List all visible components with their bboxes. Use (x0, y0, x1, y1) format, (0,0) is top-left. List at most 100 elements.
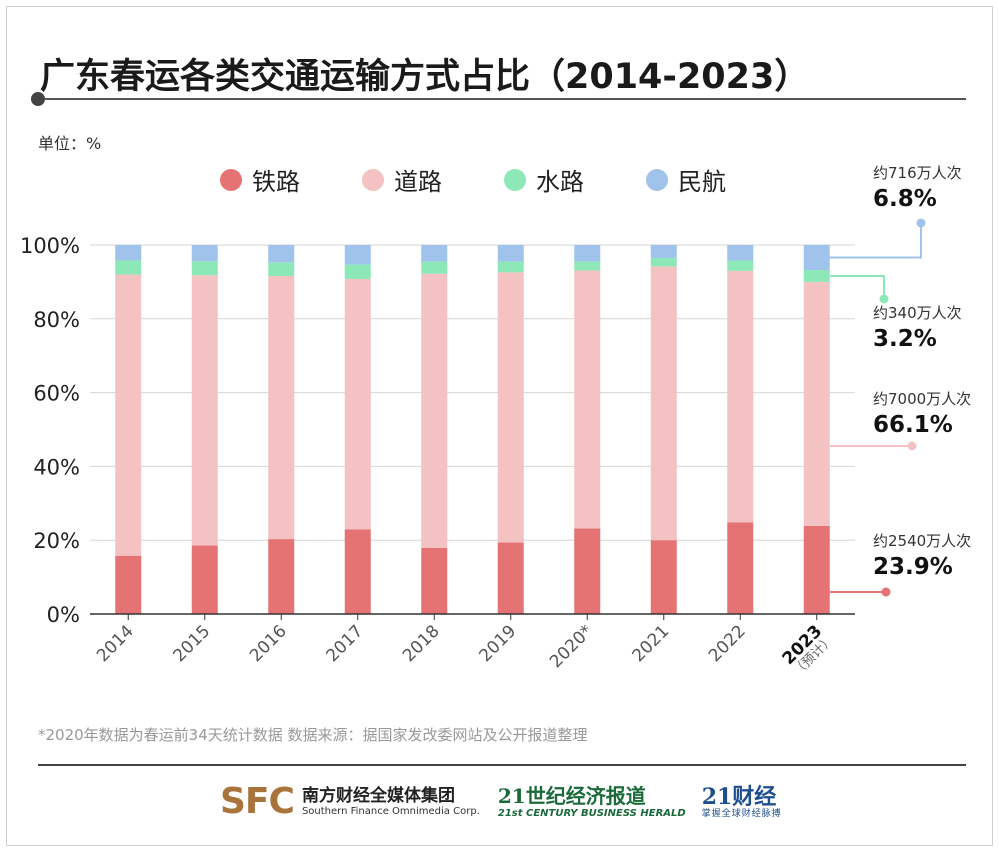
annotation-pct-rail: 23.9% (873, 554, 953, 580)
bar-segment-water (268, 262, 295, 276)
chart-title: 广东春运各类交通运输方式占比（2014-2023） (40, 57, 810, 97)
annotation-leader-air (829, 223, 922, 259)
x-tick-label: 2016 (246, 621, 291, 666)
sfc-logo-letters: SFC (220, 781, 295, 822)
annotation-dot-road (907, 441, 917, 451)
annotation-pct-road: 66.1% (873, 412, 953, 438)
bar-segment-rail (574, 528, 601, 614)
bar-segment-road (191, 275, 218, 546)
x-tick-label: 2022 (705, 621, 750, 666)
bar-segment-water (803, 270, 830, 282)
bar-segment-rail (650, 540, 677, 614)
cj-name-cn: 21财经 (701, 783, 777, 810)
bar-segment-road (803, 281, 830, 526)
bar-segment-rail (191, 545, 218, 614)
legend-swatch-air (646, 168, 668, 191)
annotation-dot-air (916, 218, 926, 228)
x-tick-label: 2014 (93, 621, 138, 666)
legend-item-rail: 铁路 (220, 162, 300, 197)
bar-segment-water (191, 261, 218, 276)
legend-label-rail: 铁路 (252, 168, 300, 196)
legend-swatch-water (504, 168, 526, 191)
y-tick-label: 80% (33, 308, 80, 332)
legend-swatch-road (362, 168, 384, 191)
herald-logo: 21世纪经济报道 21st CENTURY BUSINESS HERALD (498, 784, 686, 820)
bar-segment-road (344, 278, 371, 530)
herald-name-cn: 21世纪经济报道 (497, 784, 646, 808)
annotation-count-road: 约7000万人次 (873, 390, 971, 408)
herald-name-en: 21st CENTURY BUSINESS HERALD (497, 808, 686, 819)
x-tick-label: 2015 (170, 621, 215, 666)
bar-segment-rail (268, 539, 295, 614)
bar-segment-road (115, 274, 142, 556)
legend-label-water: 水路 (536, 168, 584, 196)
legend-item-water: 水路 (504, 162, 584, 197)
bar-segment-road (421, 273, 448, 548)
x-tick-label: 2019 (476, 621, 521, 666)
sfc-logo: SFC (220, 781, 295, 822)
bar-segment-rail (497, 542, 524, 614)
y-tick-label: 20% (33, 529, 80, 553)
bar-segment-water (497, 261, 524, 273)
y-tick-label: 100% (20, 234, 80, 258)
bar-segment-road (574, 270, 601, 529)
legend-item-road: 道路 (362, 162, 442, 197)
annotation-pct-water: 3.2% (873, 326, 937, 352)
title-rule (38, 98, 966, 100)
bar-segment-air (727, 245, 754, 261)
annotation-count-air: 约716万人次 (873, 164, 962, 182)
bar-segment-water (421, 261, 448, 274)
bar-segment-water (650, 257, 677, 267)
x-tick-label: 2017 (323, 621, 368, 666)
legend-item-air: 民航 (646, 162, 726, 197)
bar-segment-air (650, 245, 677, 258)
bar-segment-water (727, 260, 754, 271)
sfc-name-cn: 南方财经全媒体集团 (301, 785, 455, 806)
sfc-name-en: Southern Finance Omnimedia Corp. (301, 806, 480, 818)
bar-segment-road (268, 275, 295, 540)
bar-segment-air (268, 245, 295, 263)
annotation-dot-water (879, 294, 889, 304)
bar-segment-water (115, 260, 142, 275)
cj-slogan: 掌握全球财经脉搏 (701, 808, 782, 819)
bar-segment-road (727, 270, 754, 523)
bar-segment-road (650, 266, 677, 541)
legend: 铁路 道路 水路 民航 (220, 162, 788, 197)
bar-segment-rail (727, 522, 754, 614)
bar-segment-rail (344, 529, 371, 614)
bar-segment-rail (115, 555, 142, 614)
publisher-logos: SFC 南方财经全媒体集团 Southern Finance Omnimedia… (220, 784, 782, 820)
bar-segment-water (574, 261, 601, 271)
bar-segment-water (344, 264, 371, 279)
y-tick-label: 60% (33, 382, 80, 406)
annotation-leader-water (829, 274, 885, 299)
bar-segment-air (803, 245, 830, 271)
x-tick-label: 2018 (399, 621, 444, 666)
annotation-pct-air: 6.8% (873, 186, 937, 212)
bar-segment-air (497, 245, 524, 262)
legend-swatch-rail (220, 168, 242, 191)
bar-segment-rail (421, 547, 448, 614)
x-tick-label: 2020* (546, 621, 597, 672)
unit-label: 单位：% (38, 134, 102, 153)
legend-label-air: 民航 (678, 168, 726, 196)
annotation-count-water: 约340万人次 (873, 304, 962, 322)
cj-logo: 21财经 掌握全球财经脉搏 (701, 783, 782, 820)
title-bullet-dot (31, 92, 45, 106)
bar-segment-air (115, 245, 142, 261)
bar-segment-air (574, 245, 601, 262)
bar-segment-road (497, 272, 524, 543)
bar-segment-air (344, 245, 371, 265)
bar-segment-rail (803, 525, 830, 614)
annotation-count-rail: 约2540万人次 (873, 532, 971, 550)
x-tick-label: 2021 (629, 621, 674, 666)
legend-label-road: 道路 (394, 168, 442, 196)
footnote: *2020年数据为春运前34天统计数据 数据来源：据国家发改委网站及公开报道整理 (38, 726, 588, 744)
bar-segment-air (191, 245, 218, 262)
sfc-logo-text: 南方财经全媒体集团 Southern Finance Omnimedia Cor… (302, 786, 480, 818)
annotation-dot-rail (881, 587, 891, 597)
y-tick-label: 0% (47, 603, 80, 627)
bar-segment-air (421, 245, 448, 262)
footer-rule (38, 764, 966, 766)
